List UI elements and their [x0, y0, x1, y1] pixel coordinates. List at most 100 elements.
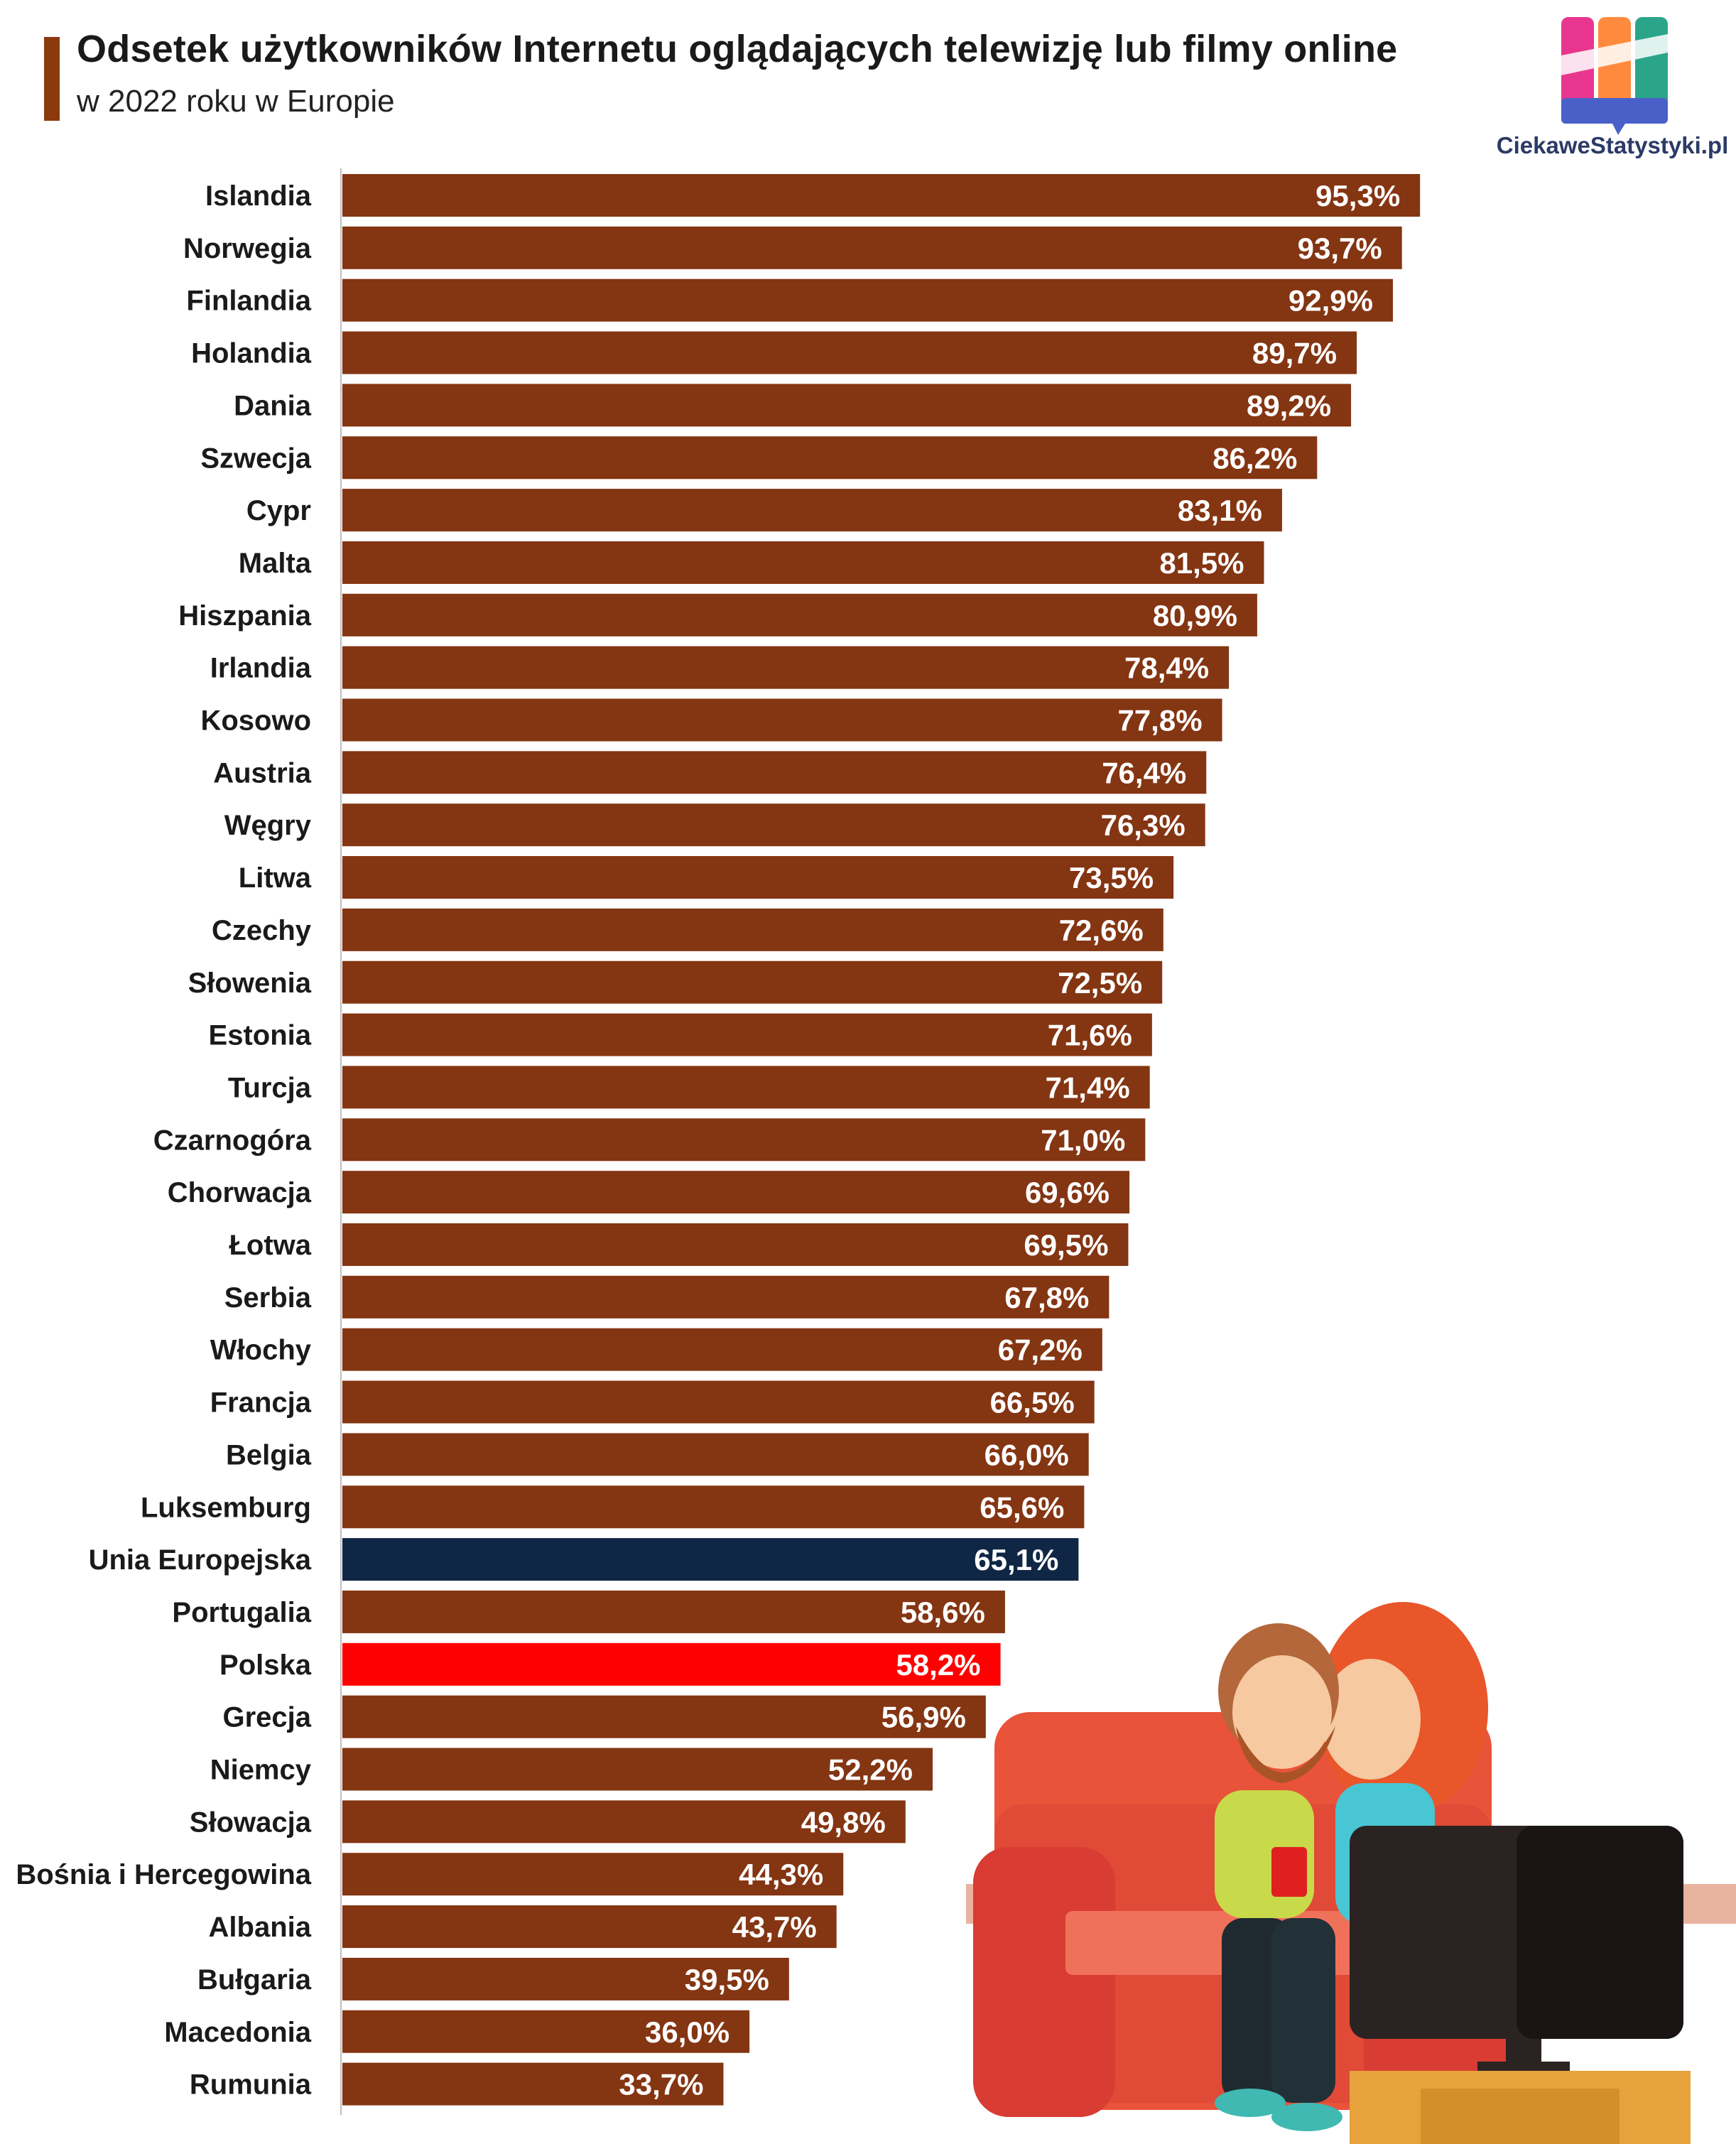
category-label: Turcja	[228, 1072, 312, 1103]
data-label: 44,3%	[739, 1858, 823, 1891]
data-label: 76,4%	[1102, 756, 1186, 789]
bar	[342, 1171, 1130, 1214]
bar	[342, 541, 1264, 584]
category-label: Bułgaria	[197, 1964, 312, 1996]
bar-row: Szwecja 86,2%	[200, 436, 1318, 480]
bar	[342, 856, 1174, 899]
bar-row: Portugalia 58,6%	[172, 1590, 1005, 1633]
brand-logo	[1561, 17, 1668, 135]
data-label: 81,5%	[1159, 546, 1244, 580]
bar-row: Słowacja 49,8%	[190, 1800, 906, 1843]
category-label: Czechy	[212, 915, 312, 946]
category-label: Unia Europejska	[89, 1544, 312, 1576]
bar-row: Cypr 83,1%	[246, 489, 1282, 532]
bar-row: Rumunia 33,7%	[190, 2062, 724, 2106]
bar-chart-logo-icon	[1561, 17, 1668, 135]
bar	[342, 384, 1352, 427]
bar-row: Bułgaria 39,5%	[197, 1957, 789, 2000]
bar	[342, 489, 1282, 532]
bar-row: Finlandia 92,9%	[186, 278, 1393, 322]
bar	[342, 331, 1357, 374]
chart-title: Odsetek użytkowników Internetu oglądając…	[77, 28, 1398, 70]
category-label: Dania	[234, 390, 312, 421]
bar-row: Austria 76,4%	[213, 751, 1207, 794]
data-label: 58,2%	[896, 1648, 980, 1682]
data-label: 69,5%	[1024, 1228, 1108, 1262]
category-label: Niemcy	[210, 1755, 312, 1786]
bar-row: Polska 58,2%	[219, 1642, 1001, 1686]
bar	[342, 751, 1207, 794]
bar	[342, 593, 1257, 637]
bar	[342, 1433, 1089, 1476]
category-label: Serbia	[224, 1282, 312, 1314]
data-label: 71,6%	[1048, 1019, 1132, 1052]
data-label: 66,0%	[984, 1438, 1069, 1471]
bar	[342, 1013, 1152, 1056]
bar	[342, 698, 1222, 742]
data-label: 33,7%	[619, 2068, 703, 2101]
category-label: Belgia	[226, 1439, 312, 1471]
category-label: Rumunia	[190, 2069, 312, 2101]
category-label: Luksemburg	[141, 1492, 311, 1523]
bar-row: Islandia 95,3%	[205, 174, 1421, 217]
category-label: Szwecja	[200, 443, 311, 474]
couple-watching-tv-illustration	[966, 1602, 1736, 2144]
bar	[342, 1590, 1005, 1633]
data-label: 89,2%	[1247, 389, 1331, 422]
data-label: 65,6%	[980, 1490, 1064, 1524]
category-label: Portugalia	[172, 1597, 311, 1628]
chart-subtitle: w 2022 roku w Europie	[77, 84, 395, 119]
bar-row: Hiszpania 80,9%	[178, 593, 1257, 637]
bar-row: Grecja 56,9%	[222, 1695, 986, 1738]
category-label: Albania	[209, 1912, 312, 1943]
category-label: Estonia	[209, 1020, 312, 1051]
bar-row: Niemcy 52,2%	[210, 1748, 933, 1791]
category-label: Czarnogóra	[153, 1125, 312, 1156]
bar-row: Dania 89,2%	[234, 384, 1352, 427]
data-label: 52,2%	[828, 1753, 913, 1787]
bar-row: Francja 66,5%	[210, 1380, 1095, 1424]
category-label: Węgry	[224, 810, 312, 841]
bar	[342, 803, 1205, 847]
bar-row: Irlandia 78,4%	[210, 646, 1230, 689]
bar-row: Czarnogóra 71,0%	[153, 1118, 1146, 1162]
bar	[342, 226, 1402, 269]
bar-row: Macedonia 36,0%	[164, 2010, 750, 2053]
bar-row: Węgry 76,3%	[224, 803, 1205, 847]
data-label: 58,6%	[901, 1596, 985, 1629]
bar-row: Holandia 89,7%	[191, 331, 1357, 374]
bar-row: Malta 81,5%	[239, 541, 1264, 584]
category-label: Litwa	[239, 862, 312, 894]
bar	[342, 2010, 750, 2053]
bar	[342, 1957, 789, 2000]
category-label: Austria	[213, 757, 312, 789]
bar	[342, 1485, 1085, 1529]
category-label: Słowacja	[190, 1807, 312, 1838]
bar	[342, 1275, 1110, 1319]
data-label: 77,8%	[1117, 704, 1202, 737]
bar	[342, 278, 1393, 322]
bar	[342, 1800, 906, 1843]
data-label: 78,4%	[1124, 651, 1209, 685]
bar	[342, 1328, 1102, 1371]
data-label: 72,6%	[1059, 914, 1144, 947]
bar-row: Turcja 71,4%	[228, 1066, 1150, 1109]
bar-row: Chorwacja 69,6%	[168, 1171, 1130, 1214]
category-label: Słowenia	[188, 968, 312, 999]
category-label: Norwegia	[183, 233, 312, 264]
bar	[342, 1118, 1146, 1162]
data-label: 89,7%	[1252, 337, 1337, 370]
data-label: 66,5%	[990, 1386, 1075, 1419]
bar	[342, 1066, 1150, 1109]
category-label: Chorwacja	[168, 1177, 312, 1208]
data-label: 49,8%	[801, 1805, 886, 1839]
data-label: 69,6%	[1025, 1176, 1110, 1209]
category-label: Polska	[219, 1650, 312, 1681]
bar	[342, 960, 1163, 1004]
bar	[342, 1853, 844, 1896]
bar	[342, 436, 1318, 480]
bar-row: Luksemburg 65,6%	[141, 1485, 1085, 1529]
data-label: 86,2%	[1213, 441, 1297, 475]
data-label: 80,9%	[1153, 599, 1237, 632]
bar-row: Norwegia 93,7%	[183, 226, 1402, 269]
